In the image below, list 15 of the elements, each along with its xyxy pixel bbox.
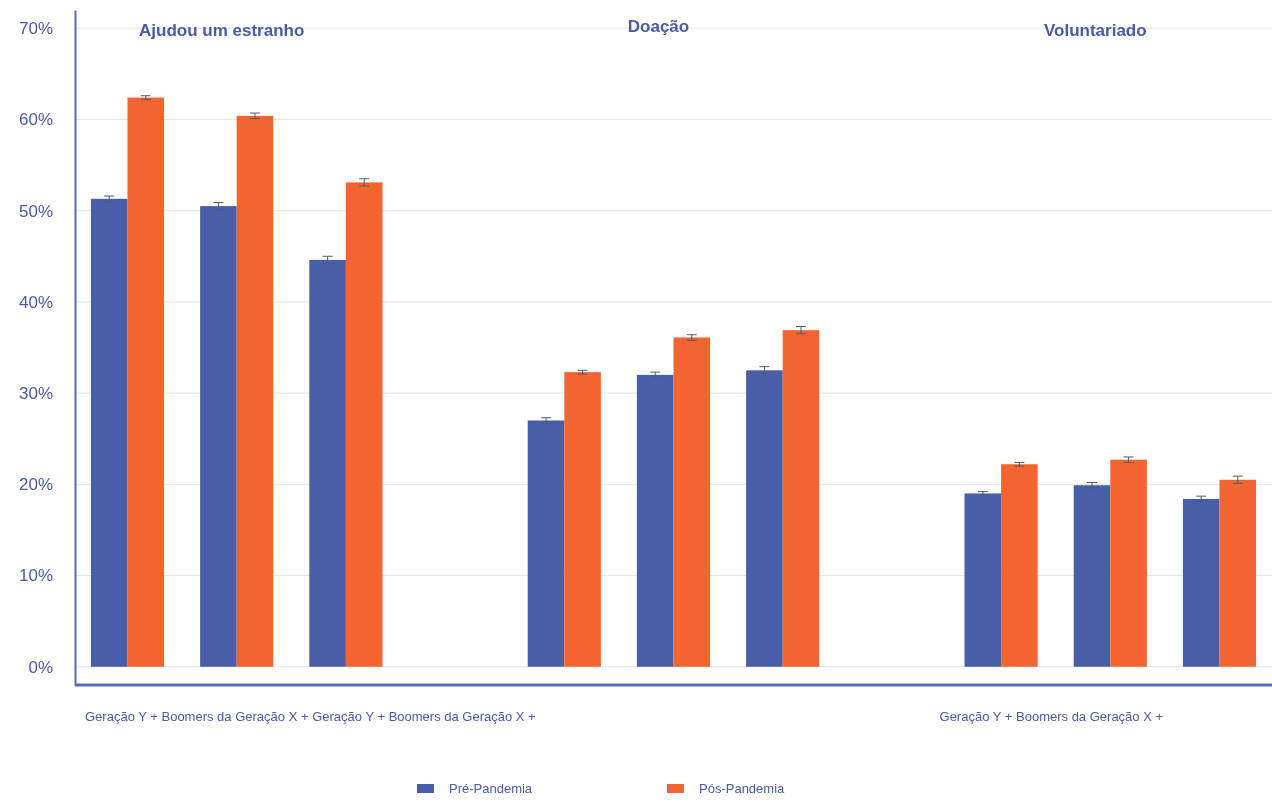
legend-label: Pré-Pandemia (449, 781, 533, 796)
legend-label: Pós-Pandemia (699, 781, 786, 796)
y-tick-label: 70% (18, 19, 53, 39)
y-tick-label: 60% (18, 110, 53, 130)
annotation: Doação (627, 17, 690, 36)
text: Geração Y + Boomers da Geração X + Geração Y + Boomers da Geração X + (85, 709, 536, 724)
y-tick-label: 0% (28, 657, 53, 677)
y-tick-label: 30% (18, 384, 53, 404)
y-tick-label: 40% (18, 292, 53, 312)
text: Geração Y + Boomers da Geração X + (939, 709, 1164, 724)
y-tick-label: 50% (18, 201, 53, 221)
annotation: Voluntariado (1043, 21, 1147, 40)
annotation: Ajudou um estranho (139, 21, 305, 40)
y-tick-label: 10% (18, 566, 53, 586)
y-tick-label: 20% (18, 475, 53, 495)
